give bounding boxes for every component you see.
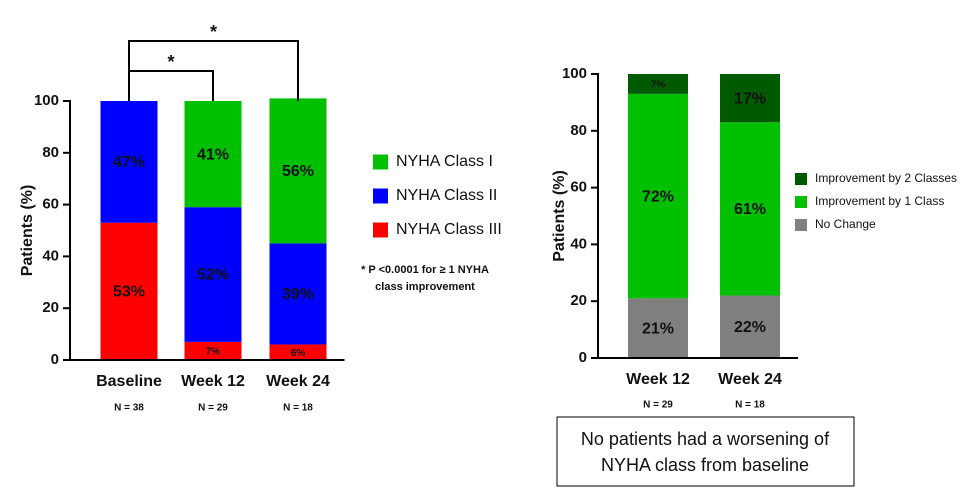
x-tick-label: Week 12 [626,371,690,388]
y-tick-label: 40 [570,235,587,252]
value-label: 7% [206,347,221,358]
value-label: 17% [734,90,766,107]
bar-segment [628,298,688,358]
y-tick-label: 100 [34,92,59,109]
legend-swatch [795,173,807,185]
y-tick-label: 20 [570,292,587,309]
y-tick-label: 80 [42,144,59,161]
footnote: class improvement [375,281,475,293]
significance-label: * [210,22,217,42]
value-label: 22% [734,319,766,336]
bar-segment [628,74,688,94]
bar-segment [269,98,327,244]
value-label: 52% [197,267,229,284]
value-label: 21% [642,320,674,337]
value-label: 6% [291,348,306,359]
value-label: 47% [113,154,145,171]
note-text: NYHA class from baseline [601,455,809,475]
legend-label: Improvement by 1 Class [815,194,944,208]
legend-swatch [373,222,388,238]
n-label: N = 18 [735,400,765,411]
y-tick-label: 60 [570,179,587,196]
legend-label: NYHA Class II [396,187,497,204]
y-tick-label: 60 [42,196,59,213]
value-label: 56% [282,163,314,180]
bar-segment [100,222,158,360]
value-label: 72% [642,188,674,205]
value-label: 53% [113,284,145,301]
note-text: No patients had a worsening of [581,429,830,449]
value-label: 39% [282,286,314,303]
value-label: 61% [734,201,766,218]
bar-segment [184,207,242,342]
y-tick-label: 80 [570,122,587,139]
x-tick-label: Week 24 [718,371,782,388]
bar-segment [720,295,780,358]
bar-segment [269,243,327,345]
significance-label: * [167,52,174,72]
n-label: N = 29 [198,403,228,414]
y-tick-label: 0 [579,349,587,366]
legend-label: NYHA Class III [396,221,502,238]
y-axis-label: Patients (%) [19,185,36,277]
legend-swatch [795,219,807,231]
significance-bracket [128,70,214,101]
bar-segment [628,93,688,299]
bar-segment [720,122,780,296]
y-tick-label: 0 [51,351,59,368]
bar-segment [184,101,242,208]
legend-swatch [373,188,388,204]
n-label: N = 18 [283,403,313,414]
y-tick-label: 20 [42,299,59,316]
legend-label: Improvement by 2 Classes [815,171,957,185]
value-label: 7% [651,80,666,91]
note-box [556,416,855,487]
legend-label: NYHA Class I [396,153,493,170]
y-tick-label: 40 [42,247,59,264]
bar-segment [269,344,327,360]
value-label: 41% [197,146,229,163]
y-tick-label: 100 [562,65,587,82]
bar-segment [100,101,158,223]
legend-swatch [795,196,807,208]
x-tick-label: Week 12 [181,373,245,390]
n-label: N = 38 [114,403,144,414]
footnote: * P <0.0001 for ≥ 1 NYHA [361,264,489,276]
bar-segment [184,341,242,360]
y-axis-label: Patients (%) [551,170,568,262]
n-label: N = 29 [643,400,673,411]
legend-label: No Change [815,217,876,231]
x-tick-label: Week 24 [266,373,330,390]
x-tick-label: Baseline [96,373,162,390]
legend-swatch [373,154,388,170]
significance-bracket [128,40,299,101]
bar-segment [720,74,780,123]
